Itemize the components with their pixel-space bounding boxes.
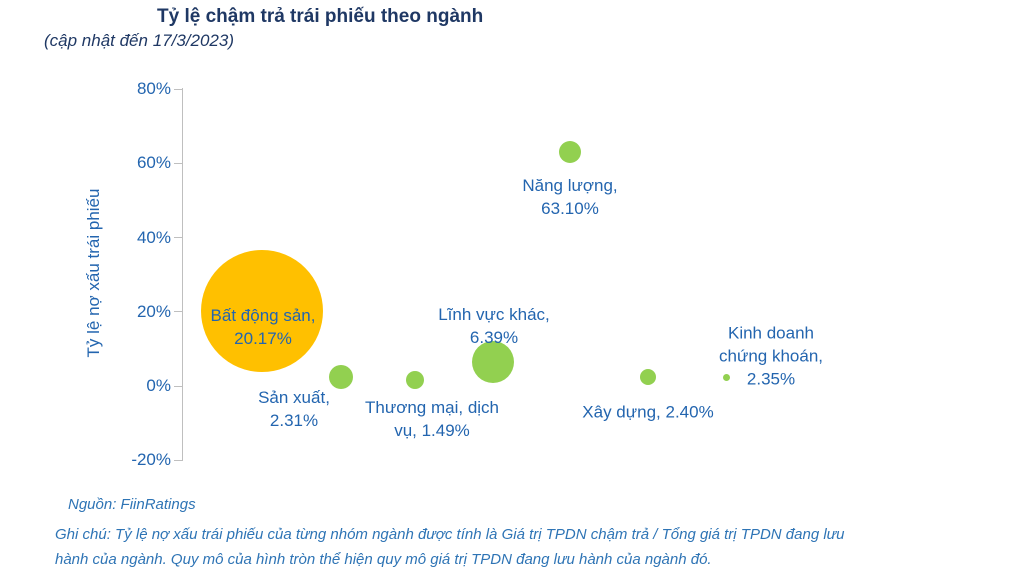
bubble-linh-vuc-khac xyxy=(472,341,514,384)
y-axis-line xyxy=(182,88,183,461)
label-san-xuat: Sản xuất, 2.31% xyxy=(258,388,330,430)
y-tick-mark xyxy=(174,311,182,313)
bubble-bat-dong-san xyxy=(201,250,323,373)
y-tick-mark xyxy=(174,88,182,90)
y-tick-mark xyxy=(174,237,182,239)
chart-title: Tỷ lệ chậm trả trái phiếu theo ngành xyxy=(157,6,484,27)
source-note: Nguồn: FiinRatings xyxy=(68,496,196,513)
label-nang-luong: Năng lượng, 63.10% xyxy=(522,176,618,218)
chart-subtitle: (cập nhật đến 17/3/2023) xyxy=(44,31,234,50)
label-linh-vuc-khac: Lĩnh vực khác, 6.39% xyxy=(438,305,550,347)
footnote-line-1: Ghi chú: Tỷ lệ nợ xấu trái phiếu của từn… xyxy=(55,526,845,543)
footnote: Ghi chú: Tỷ lệ nợ xấu trái phiếu của từn… xyxy=(55,522,845,572)
y-tick-label: 80% xyxy=(136,79,171,99)
y-tick-label: 60% xyxy=(136,153,171,173)
label-bat-dong-san: Bất động sản, 20.17% xyxy=(210,306,316,348)
footnote-line-2: hành của ngành. Quy mô của hình tròn thể… xyxy=(55,551,712,568)
y-tick-mark xyxy=(174,162,182,164)
y-tick-label: 20% xyxy=(136,301,171,321)
y-tick-mark xyxy=(174,385,182,387)
bubble-nang-luong xyxy=(559,140,581,163)
bubble-san-xuat xyxy=(329,365,353,390)
y-tick-label: 0% xyxy=(146,376,171,395)
label-thuong-mai-dich-vu: Thương mại, dịch vụ, 1.49% xyxy=(364,398,500,440)
bubble-xay-dung xyxy=(640,369,656,386)
label-xay-dung: Xây dựng, 2.40% xyxy=(582,402,714,422)
bubble-kinh-doanh-chung-khoan xyxy=(722,373,730,381)
y-tick-label: -20% xyxy=(131,450,171,470)
y-tick-mark xyxy=(174,459,182,461)
y-tick-label: 40% xyxy=(136,227,171,247)
bubble-thuong-mai-dich-vu xyxy=(406,371,424,390)
label-kinh-doanh-chung-khoan: Kinh doanh chứng khoán, 2.35% xyxy=(718,323,824,389)
